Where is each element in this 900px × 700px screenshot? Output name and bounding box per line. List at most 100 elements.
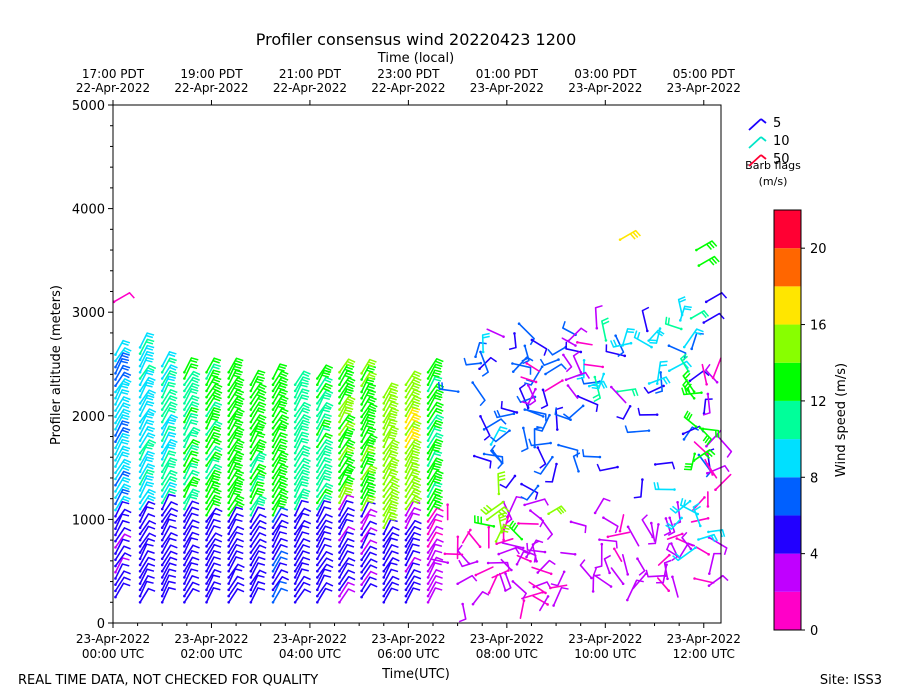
top-tick-time: 05:00 PDT (673, 67, 736, 81)
wind-barb (360, 457, 376, 475)
wind-barb (138, 494, 156, 511)
wind-barb (493, 409, 516, 419)
wind-barb (205, 550, 221, 567)
wind-barb (592, 567, 613, 588)
barb-legend-label: 5 (773, 116, 781, 131)
top-tick-date: 22-Apr-2022 (371, 81, 445, 95)
wind-barb (114, 488, 130, 506)
wind-barb (227, 588, 245, 604)
wind-barb (205, 420, 223, 436)
wind-barb (227, 543, 244, 561)
wind-barb (360, 482, 376, 499)
wind-barb (271, 525, 288, 542)
wind-barb (227, 550, 244, 567)
wind-barb (382, 407, 399, 424)
wind-barb (160, 351, 177, 368)
wind-barb (360, 545, 378, 562)
wind-barb (271, 451, 289, 467)
wind-barb (138, 513, 156, 529)
wind-barb (316, 364, 334, 380)
wind-barb (382, 532, 400, 548)
wind-barb (293, 381, 309, 399)
wind-barb (160, 556, 178, 573)
wind-barb (138, 408, 157, 424)
wind-barb (382, 587, 399, 604)
wind-barb (426, 575, 443, 592)
wind-barb (249, 369, 266, 387)
wind-barb (293, 401, 312, 418)
wind-barb (613, 547, 623, 563)
wind-barb (689, 310, 710, 320)
wind-barb (138, 587, 156, 604)
wind-barb (271, 506, 289, 523)
wind-barb (382, 557, 400, 573)
top-tick-date: 22-Apr-2022 (76, 81, 150, 95)
wind-barb (205, 488, 222, 505)
wind-barb (426, 470, 444, 486)
wind-barb (227, 538, 245, 554)
wind-barb (138, 425, 155, 442)
wind-barb (404, 569, 422, 585)
wind-barb (633, 330, 653, 349)
x-axis-label: Time(UTC) (381, 667, 450, 682)
wind-barb (160, 513, 178, 529)
wind-barb (249, 519, 267, 536)
top-tick-date: 22-Apr-2022 (174, 81, 248, 95)
wind-barb (160, 532, 178, 548)
wind-barb (249, 495, 267, 511)
wind-barb (426, 401, 444, 418)
wind-barb (601, 317, 610, 342)
wind-barb (382, 482, 400, 498)
wind-barb (271, 370, 289, 387)
x-tick-time: 10:00 UTC (574, 647, 636, 661)
wind-barb (183, 439, 201, 455)
wind-barb (338, 581, 355, 598)
wind-barb (316, 537, 332, 554)
wind-barb (138, 432, 156, 449)
wind-barb (382, 444, 399, 461)
wind-barb (293, 512, 310, 529)
wind-barb (138, 575, 155, 592)
wind-barb (138, 364, 157, 380)
wind-barb (160, 562, 177, 579)
wind-barb (338, 457, 356, 474)
wind-barb (404, 587, 421, 604)
wind-barb (338, 569, 356, 585)
wind-barb (293, 588, 312, 604)
wind-barb (316, 519, 333, 536)
wind-barb (517, 322, 535, 346)
wind-barb (360, 434, 378, 450)
wind-barb (610, 385, 627, 404)
wind-barb (138, 376, 156, 393)
wind-barb (316, 439, 334, 455)
wind-barb (205, 357, 222, 374)
wind-barb (486, 506, 511, 521)
barb-legend-title: Barb flags (745, 159, 801, 172)
wind-barb (160, 370, 178, 387)
wind-barb (316, 488, 333, 505)
wind-barb (549, 584, 568, 590)
wind-barb (183, 544, 200, 561)
wind-barbs (112, 229, 733, 623)
wind-barb (426, 462, 442, 480)
wind-barb (293, 581, 311, 598)
wind-barb (205, 463, 223, 480)
wind-barb (271, 475, 289, 492)
wind-barb (183, 506, 200, 523)
wind-barb (205, 469, 222, 486)
wind-barb (506, 496, 524, 519)
wind-barb (404, 370, 422, 387)
wind-barb (656, 577, 671, 592)
wind-barb (557, 443, 579, 458)
site-label: Site: ISS3 (819, 673, 882, 688)
wind-barb (681, 531, 693, 551)
wind-barb (316, 587, 333, 604)
wind-barb (338, 414, 356, 430)
barb-legend-entry: 5 (748, 116, 781, 131)
wind-barb (205, 581, 222, 598)
wind-barb (114, 495, 131, 512)
wind-barb (160, 537, 177, 554)
wind-barb (183, 581, 200, 598)
wind-barb (293, 519, 312, 536)
